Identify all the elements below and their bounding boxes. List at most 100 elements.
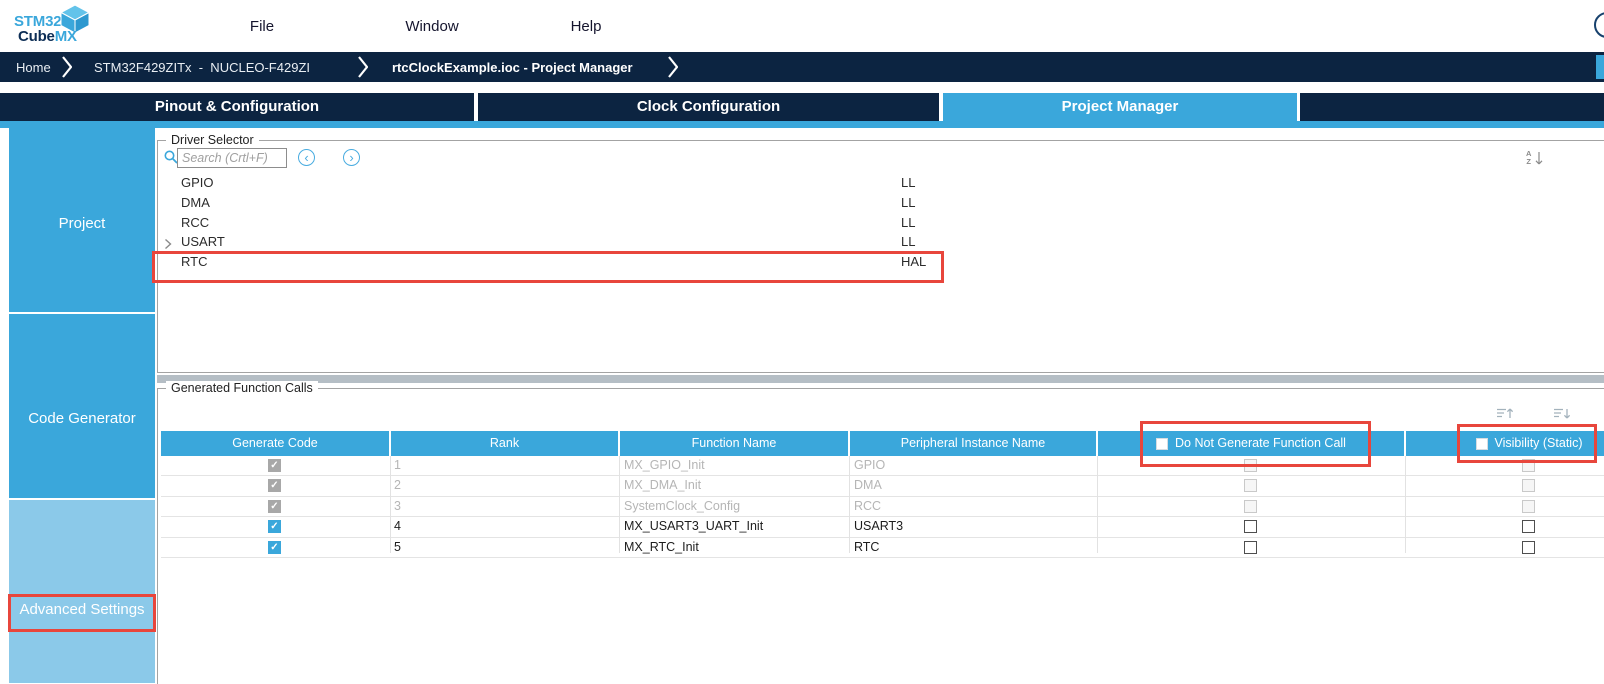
sidebar-item-advanced-settings[interactable]: Advanced Settings — [8, 500, 156, 683]
column-header-generate-code[interactable]: Generate Code — [161, 431, 389, 456]
table-row[interactable]: 1 MX_GPIO_Init GPIO — [161, 456, 1604, 477]
logo-text-cubemx: CubeMX — [18, 28, 77, 45]
table-row[interactable]: 4 MX_USART3_UART_Init USART3 — [161, 517, 1604, 538]
generate-code-checkbox[interactable] — [268, 479, 281, 493]
prev-arrow-button[interactable]: ‹ — [298, 149, 315, 166]
sort-ascending-icon[interactable] — [1496, 406, 1514, 425]
sidebar-item-code-generator[interactable]: Code Generator — [9, 314, 155, 498]
chevron-right-icon — [358, 56, 369, 83]
driver-row[interactable]: GPIO LL — [159, 173, 1604, 193]
advanced-settings-highlight-box — [8, 594, 156, 632]
do-not-generate-checkbox[interactable] — [1244, 520, 1257, 534]
function-name-cell: MX_RTC_Init — [624, 539, 699, 554]
table-row[interactable]: 5 MX_RTC_Init RTC — [161, 538, 1604, 558]
generate-code-checkbox[interactable] — [268, 459, 281, 472]
tab-clock-configuration[interactable]: Clock Configuration — [478, 93, 939, 121]
table-row[interactable]: 3 SystemClock_Config RCC — [161, 497, 1604, 518]
column-divider — [1097, 456, 1098, 553]
column-header-label: Do Not Generate Function Call — [1175, 436, 1346, 450]
breadcrumb-home[interactable]: Home — [16, 60, 51, 75]
driver-selector-panel: Driver Selector ‹ › AZ GPIO LL DMA — [152, 133, 1604, 373]
panel-splitter[interactable] — [157, 375, 1604, 383]
visibility-header-checkbox[interactable] — [1475, 437, 1488, 450]
rank-cell: 1 — [394, 458, 401, 472]
do-not-generate-checkbox[interactable] — [1244, 459, 1257, 472]
cube-logo-icon — [59, 4, 91, 39]
tab-project-manager[interactable]: Project Manager — [943, 93, 1297, 121]
peripheral-name-cell: GPIO — [854, 458, 886, 472]
function-name-cell: SystemClock_Config — [624, 498, 741, 513]
column-divider — [1405, 456, 1406, 553]
chevron-right-icon — [668, 56, 679, 83]
driver-value[interactable]: LL — [901, 175, 916, 190]
tab-strip — [0, 121, 1604, 128]
rank-cell: 3 — [394, 498, 401, 513]
rtc-highlight-box — [152, 251, 944, 284]
visibility-static-checkbox[interactable] — [1522, 459, 1535, 472]
breadcrumb-project[interactable]: rtcClockExample.ioc - Project Manager — [392, 60, 633, 75]
do-not-generate-header-checkbox[interactable] — [1156, 437, 1169, 450]
column-header-peripheral-instance-name[interactable]: Peripheral Instance Name — [850, 431, 1096, 456]
sidebar-item-label: Advanced Settings — [19, 601, 145, 618]
rank-cell: 4 — [394, 519, 401, 534]
menu-help[interactable]: Help — [570, 18, 602, 35]
column-header-rank[interactable]: Rank — [391, 431, 618, 456]
driver-value[interactable]: LL — [901, 194, 916, 210]
driver-list: GPIO LL DMA LL RCC LL — [152, 173, 1604, 284]
breadcrumb-accent — [1596, 55, 1604, 79]
driver-value[interactable]: HAL — [901, 254, 927, 270]
sidebar-item-project[interactable]: Project — [9, 128, 155, 312]
breadcrumb-mcu[interactable]: STM32F429ZITx - NUCLEO-F429ZI — [94, 60, 310, 75]
menu-window[interactable]: Window — [405, 18, 459, 35]
sidebar-item-label: Code Generator — [28, 410, 136, 427]
generated-function-calls-title: Generated Function Calls — [166, 381, 318, 395]
generate-code-checkbox[interactable] — [268, 540, 281, 554]
rank-cell: 2 — [394, 478, 401, 493]
rank-cell: 5 — [394, 539, 401, 554]
tab-pinout-configuration[interactable]: Pinout & Configuration — [0, 93, 474, 121]
peripheral-name-cell: RTC — [854, 539, 880, 554]
search-icon — [164, 150, 179, 170]
do-not-generate-checkbox[interactable] — [1244, 499, 1257, 513]
chevron-right-icon — [62, 56, 73, 83]
logo-text-stm32: STM32 — [14, 13, 62, 30]
driver-name: RCC — [181, 214, 210, 230]
column-header-visibility-static[interactable]: Visibility (Static) — [1406, 431, 1604, 456]
tab-bar-filler — [1300, 93, 1604, 121]
visibility-static-checkbox[interactable] — [1522, 520, 1535, 534]
function-name-cell: MX_USART3_UART_Init — [624, 519, 764, 534]
driver-value[interactable]: LL — [901, 234, 916, 250]
sort-descending-icon[interactable] — [1553, 406, 1571, 425]
driver-name: RTC — [181, 254, 208, 270]
column-header-do-not-generate[interactable]: Do Not Generate Function Call — [1098, 431, 1404, 456]
function-name-cell: MX_DMA_Init — [624, 478, 702, 493]
driver-row[interactable]: RTC HAL — [152, 251, 1604, 284]
generate-code-checkbox[interactable] — [268, 520, 281, 534]
search-input[interactable] — [177, 148, 287, 168]
sidebar-item-label: Project — [58, 215, 106, 232]
breadcrumb: Home STM32F429ZITx - NUCLEO-F429ZI rtcCl… — [0, 52, 1604, 82]
driver-row[interactable]: RCC LL — [159, 213, 1604, 233]
visibility-static-checkbox[interactable] — [1522, 479, 1535, 493]
generate-code-checkbox[interactable] — [268, 499, 281, 513]
menu-file[interactable]: File — [249, 18, 275, 35]
peripheral-name-cell: USART3 — [854, 519, 904, 534]
driver-row[interactable]: USART LL — [159, 232, 1604, 252]
do-not-generate-checkbox[interactable] — [1244, 540, 1257, 554]
do-not-generate-checkbox[interactable] — [1244, 479, 1257, 493]
visibility-static-checkbox[interactable] — [1522, 540, 1535, 554]
driver-name: USART — [181, 234, 225, 250]
column-header-label: Visibility (Static) — [1494, 436, 1583, 450]
column-header-function-name[interactable]: Function Name — [620, 431, 848, 456]
peripheral-name-cell: DMA — [854, 478, 882, 493]
driver-selector-title: Driver Selector — [166, 133, 259, 147]
expand-chevron-icon[interactable] — [164, 236, 172, 256]
visibility-static-checkbox[interactable] — [1522, 499, 1535, 513]
driver-row[interactable]: DMA LL — [159, 193, 1604, 213]
column-divider — [849, 456, 850, 553]
next-arrow-button[interactable]: › — [343, 149, 360, 166]
table-row[interactable]: 2 MX_DMA_Init DMA — [161, 476, 1604, 497]
driver-value[interactable]: LL — [901, 214, 916, 230]
help-circle-icon[interactable] — [1594, 12, 1604, 38]
